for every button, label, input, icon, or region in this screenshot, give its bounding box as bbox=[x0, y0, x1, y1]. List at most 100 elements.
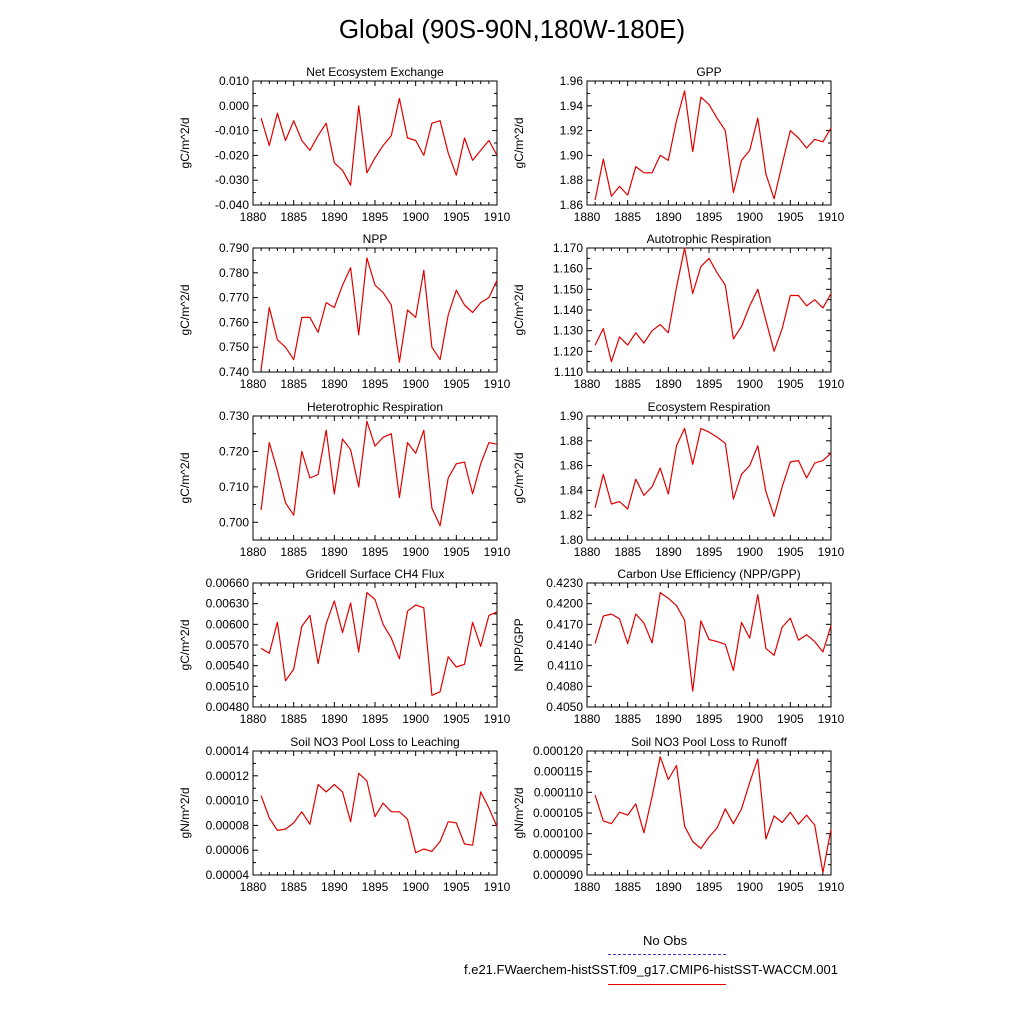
legend-obs-line bbox=[608, 954, 726, 955]
x-tick-label: 1895 bbox=[362, 880, 389, 894]
series-line bbox=[594, 90, 832, 201]
series-line bbox=[594, 591, 832, 692]
panel-npp: NPP gC/m^2/d 0.740 0.750 0.760 0.770 0.780 0.79… bbox=[178, 232, 511, 391]
panel-heterotrophic-respiration: Heterotrophic Respiration gC/m^2/d 0.700 0.… bbox=[178, 400, 511, 559]
plot-frame bbox=[586, 247, 832, 373]
x-tick-label: 1905 bbox=[777, 712, 804, 726]
x-tick-label: 1905 bbox=[443, 545, 470, 559]
y-tick-label: 0.000105 bbox=[533, 806, 583, 820]
panel-title: Soil NO3 Pool Loss to Runoff bbox=[631, 735, 788, 749]
legend-obs-label: No Obs bbox=[643, 933, 688, 948]
x-tick-label: 1905 bbox=[777, 210, 804, 224]
y-axis-label: gN/m^2/d bbox=[512, 788, 526, 839]
plot-frame bbox=[252, 80, 498, 206]
y-tick-label: -0.030 bbox=[215, 173, 249, 187]
y-tick-label: 1.88 bbox=[560, 173, 584, 187]
x-tick-label: 1890 bbox=[321, 377, 348, 391]
y-tick-label: 0.00010 bbox=[206, 794, 250, 808]
y-tick-label: -0.020 bbox=[215, 148, 249, 162]
y-tick-label: 0.4200 bbox=[546, 597, 583, 611]
y-tick-label: 1.120 bbox=[553, 344, 583, 358]
y-tick-label: 1.84 bbox=[560, 483, 584, 497]
panel-soil-no3-pool-loss-to-leaching: Soil NO3 Pool Loss to Leaching gN/m^2/d 0.… bbox=[178, 735, 511, 894]
x-tick-label: 1880 bbox=[574, 210, 601, 224]
y-tick-label: 0.000090 bbox=[533, 868, 583, 882]
y-tick-label: 0.00660 bbox=[206, 576, 250, 590]
x-tick-label: 1910 bbox=[484, 377, 511, 391]
x-tick-label: 1900 bbox=[736, 377, 763, 391]
x-tick-label: 1890 bbox=[655, 377, 682, 391]
series-line bbox=[594, 756, 832, 874]
x-tick-label: 1900 bbox=[402, 880, 429, 894]
y-tick-label: 1.90 bbox=[560, 409, 584, 423]
y-tick-label: 0.000100 bbox=[533, 827, 583, 841]
x-tick-label: 1880 bbox=[574, 545, 601, 559]
x-tick-label: 1885 bbox=[280, 210, 307, 224]
y-tick-label: 0.00600 bbox=[206, 617, 250, 631]
y-tick-label: 0.00480 bbox=[206, 700, 250, 714]
plot-frame bbox=[586, 415, 832, 541]
y-tick-label: 0.00630 bbox=[206, 597, 250, 611]
series-line bbox=[594, 427, 832, 518]
y-tick-label: 1.160 bbox=[553, 262, 583, 276]
panel-title: Soil NO3 Pool Loss to Leaching bbox=[290, 735, 459, 749]
y-tick-label: 1.96 bbox=[560, 74, 584, 88]
y-axis-label: gC/m^2/d bbox=[512, 118, 526, 169]
y-tick-label: 0.4050 bbox=[546, 700, 583, 714]
x-tick-label: 1890 bbox=[321, 880, 348, 894]
x-tick-label: 1905 bbox=[777, 545, 804, 559]
series-line bbox=[260, 772, 498, 854]
x-tick-label: 1880 bbox=[240, 545, 267, 559]
panel-title: Heterotrophic Respiration bbox=[307, 400, 443, 414]
x-tick-label: 1905 bbox=[777, 377, 804, 391]
x-tick-label: 1885 bbox=[614, 545, 641, 559]
plot-frame bbox=[252, 750, 498, 876]
y-tick-label: -0.010 bbox=[215, 124, 249, 138]
x-tick-label: 1900 bbox=[402, 210, 429, 224]
x-tick-label: 1890 bbox=[655, 880, 682, 894]
x-tick-label: 1900 bbox=[736, 712, 763, 726]
x-tick-label: 1895 bbox=[362, 712, 389, 726]
series-line bbox=[260, 257, 498, 370]
y-tick-label: 1.130 bbox=[553, 324, 583, 338]
series-line bbox=[260, 97, 498, 186]
panel-title: Net Ecosystem Exchange bbox=[306, 65, 444, 79]
y-tick-label: 1.80 bbox=[560, 533, 584, 547]
x-tick-label: 1880 bbox=[574, 712, 601, 726]
x-tick-label: 1900 bbox=[402, 377, 429, 391]
y-tick-label: 0.700 bbox=[219, 515, 249, 529]
y-tick-label: 0.000110 bbox=[534, 785, 583, 799]
panel-title: Carbon Use Efficiency (NPP/GPP) bbox=[617, 567, 800, 581]
x-tick-label: 1885 bbox=[280, 880, 307, 894]
x-tick-label: 1880 bbox=[240, 712, 267, 726]
y-axis-label: gC/m^2/d bbox=[512, 453, 526, 504]
y-axis-label: gC/m^2/d bbox=[178, 453, 192, 504]
x-tick-label: 1880 bbox=[240, 377, 267, 391]
y-tick-label: 0.00006 bbox=[206, 843, 250, 857]
x-tick-label: 1910 bbox=[818, 210, 845, 224]
y-tick-label: 0.780 bbox=[219, 266, 249, 280]
y-axis-label: gN/m^2/d bbox=[178, 788, 192, 839]
x-tick-label: 1910 bbox=[818, 377, 845, 391]
x-tick-label: 1885 bbox=[614, 377, 641, 391]
y-tick-label: 0.010 bbox=[219, 74, 249, 88]
x-tick-label: 1905 bbox=[777, 880, 804, 894]
x-tick-label: 1885 bbox=[614, 880, 641, 894]
y-tick-label: 0.4230 bbox=[546, 576, 583, 590]
x-tick-label: 1910 bbox=[818, 880, 845, 894]
x-tick-label: 1910 bbox=[818, 712, 845, 726]
panel-ecosystem-respiration: Ecosystem Respiration gC/m^2/d 1.80 1.82 1.8… bbox=[512, 400, 845, 559]
plot-frame bbox=[586, 750, 832, 876]
y-tick-label: 1.150 bbox=[553, 282, 583, 296]
y-tick-label: 0.740 bbox=[219, 365, 249, 379]
x-tick-label: 1900 bbox=[402, 712, 429, 726]
legend-run-label: f.e21.FWaerchem-histSST.f09_g17.CMIP6-hi… bbox=[464, 962, 838, 977]
y-axis-label: gC/m^2/d bbox=[512, 285, 526, 336]
panel-net-ecosystem-exchange: Net Ecosystem Exchange gC/m^2/d -0.040 -0.0… bbox=[178, 65, 511, 224]
x-tick-label: 1895 bbox=[696, 712, 723, 726]
x-tick-label: 1905 bbox=[443, 880, 470, 894]
y-axis-label: gC/m^2/d bbox=[178, 285, 192, 336]
y-tick-label: 0.000120 bbox=[533, 744, 583, 758]
main-title: Global (90S-90N,180W-180E) bbox=[338, 14, 686, 44]
